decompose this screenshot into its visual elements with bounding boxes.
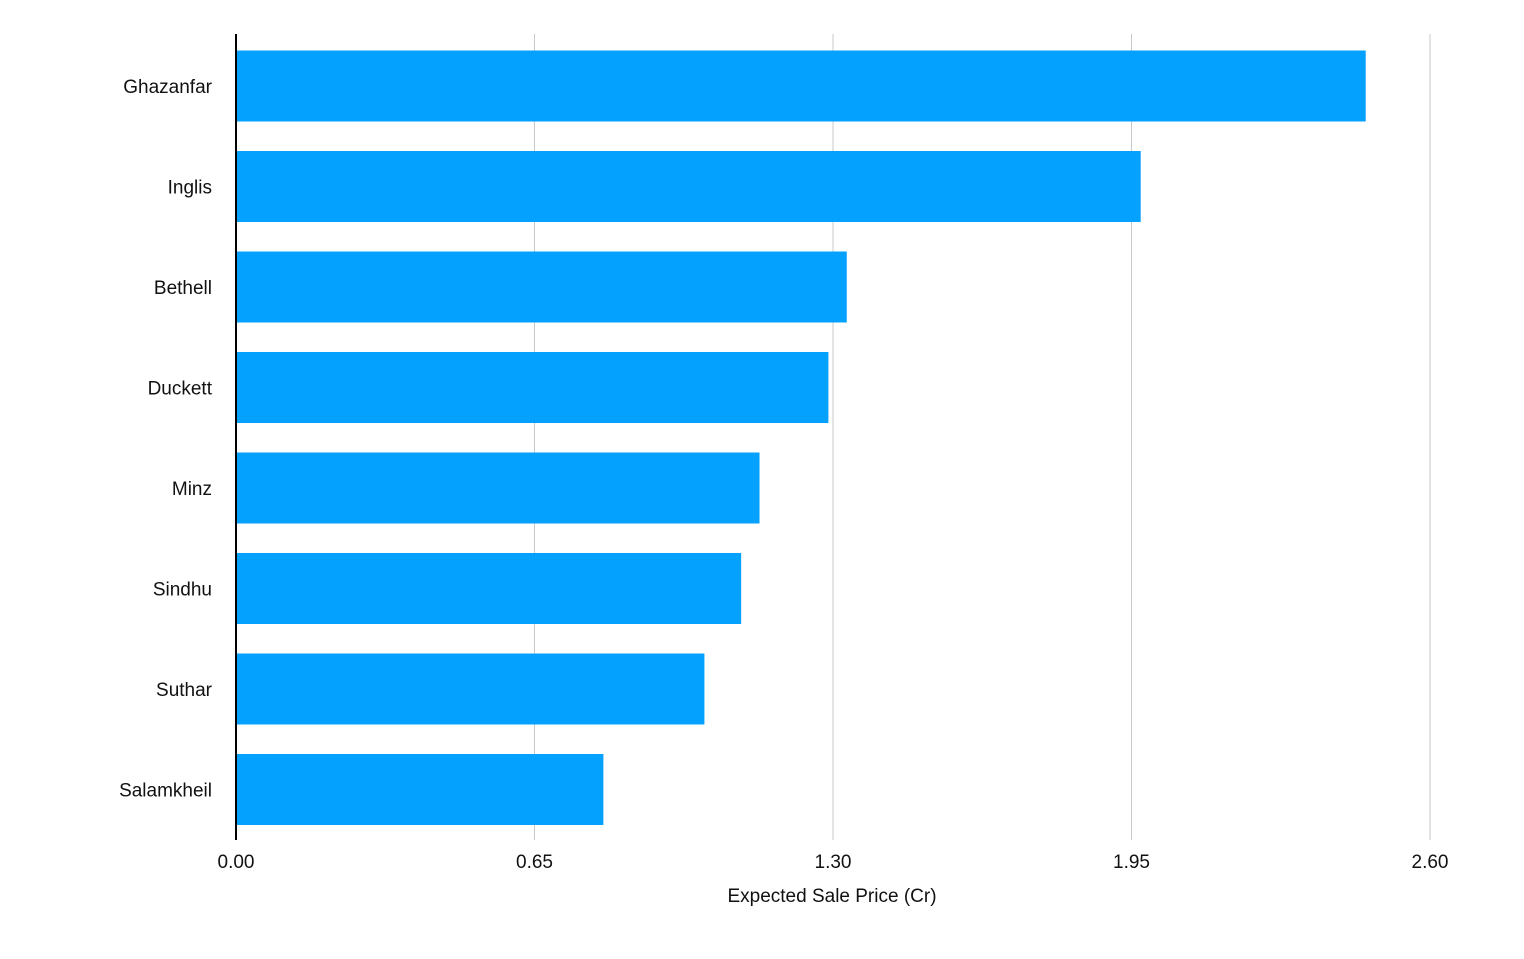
x-tick-label: 1.95 (1113, 852, 1150, 873)
category-label: Duckett (148, 379, 213, 400)
bar-bethell (236, 251, 847, 323)
category-label: Suthar (156, 680, 213, 701)
x-tick-label: 1.30 (815, 852, 852, 873)
category-label: Minz (172, 479, 212, 500)
category-label: Salamkheil (119, 781, 212, 802)
x-tick-labels: 0.00 0.65 1.30 1.95 2.60 (218, 852, 1449, 873)
x-tick-label: 0.00 (218, 852, 255, 873)
bar-inglis (236, 151, 1141, 222)
category-labels: Ghazanfar Inglis Bethell Duckett Minz Sindhu S… (119, 77, 213, 802)
category-label: Inglis (168, 178, 212, 199)
bar-ghazanfar (236, 50, 1366, 122)
x-tick-label: 2.60 (1412, 852, 1449, 873)
x-tick-label: 0.65 (516, 852, 553, 873)
category-label: Sindhu (153, 580, 212, 601)
x-axis-title: Expected Sale Price (Cr) (727, 886, 936, 907)
bar-salamkheil (236, 754, 604, 825)
bar-sindhu (236, 553, 742, 624)
bar-suthar (236, 653, 705, 725)
bars (236, 50, 1366, 825)
category-label: Ghazanfar (123, 77, 212, 98)
category-label: Bethell (154, 278, 212, 299)
bar-duckett (236, 352, 829, 423)
bar-minz (236, 452, 760, 524)
